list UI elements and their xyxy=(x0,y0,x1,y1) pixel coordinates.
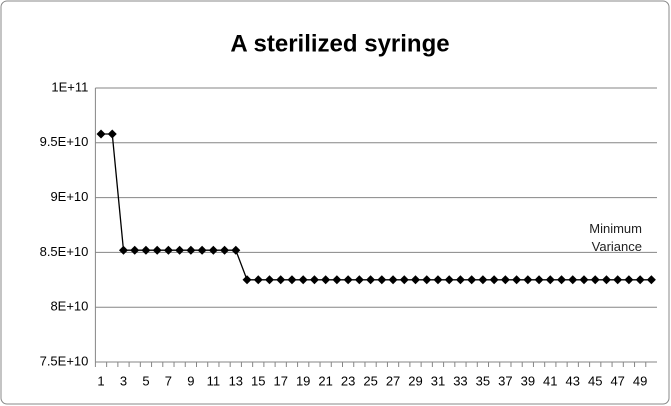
marker xyxy=(242,275,252,285)
x-tick-label: 37 xyxy=(498,373,512,388)
x-tick-label: 49 xyxy=(633,373,647,388)
x-tick-label: 27 xyxy=(386,373,400,388)
marker xyxy=(545,275,555,285)
x-tick-label: 39 xyxy=(521,373,535,388)
annotation: Minimum Variance xyxy=(589,221,642,254)
marker xyxy=(332,275,342,285)
x-tick-label: 7 xyxy=(165,373,172,388)
marker xyxy=(534,275,544,285)
x-tick-label: 21 xyxy=(318,373,332,388)
marker xyxy=(422,275,432,285)
x-tick-label: 25 xyxy=(363,373,377,388)
x-tick-label: 17 xyxy=(273,373,287,388)
marker xyxy=(163,245,173,255)
marker xyxy=(321,275,331,285)
y-tick-label: 8.5E+10 xyxy=(40,244,89,259)
x-tick-label: 13 xyxy=(229,373,243,388)
x-tick-label: 35 xyxy=(476,373,490,388)
marker xyxy=(298,275,308,285)
x-tick-label: 9 xyxy=(187,373,194,388)
marker xyxy=(343,275,353,285)
x-tick-label: 23 xyxy=(341,373,355,388)
marker xyxy=(512,275,522,285)
y-tick-label: 9E+10 xyxy=(50,189,88,204)
marker xyxy=(287,275,297,285)
x-tick-label: 3 xyxy=(120,373,127,388)
y-tick-label: 1E+11 xyxy=(51,79,88,94)
x-tick-label: 43 xyxy=(566,373,580,388)
marker xyxy=(264,275,274,285)
x-tick-label: 1 xyxy=(97,373,104,388)
marker xyxy=(579,275,589,285)
marker xyxy=(96,129,106,139)
marker xyxy=(557,275,567,285)
marker xyxy=(366,275,376,285)
x-tick-label: 41 xyxy=(543,373,557,388)
chart-title: A sterilized syringe xyxy=(230,30,449,57)
marker xyxy=(220,245,230,255)
marker xyxy=(130,245,140,255)
marker xyxy=(377,275,387,285)
marker xyxy=(590,275,600,285)
x-tick-label: 19 xyxy=(296,373,310,388)
marker xyxy=(433,275,443,285)
marker xyxy=(635,275,645,285)
marker xyxy=(455,275,465,285)
marker xyxy=(601,275,611,285)
marker xyxy=(186,245,196,255)
marker xyxy=(568,275,578,285)
marker xyxy=(276,275,286,285)
marker xyxy=(309,275,319,285)
marker xyxy=(613,275,623,285)
x-tick-label: 11 xyxy=(207,373,221,388)
x-tick-label: 15 xyxy=(251,373,265,388)
y-tick-label: 9.5E+10 xyxy=(40,134,89,149)
x-tick-label: 31 xyxy=(431,373,445,388)
marker xyxy=(646,275,656,285)
marker xyxy=(354,275,364,285)
x-tick-label: 29 xyxy=(408,373,422,388)
marker xyxy=(489,275,499,285)
y-tick-label: 7.5E+10 xyxy=(40,353,89,368)
marker xyxy=(253,275,263,285)
marker xyxy=(118,245,128,255)
marker xyxy=(523,275,533,285)
marker xyxy=(467,275,477,285)
marker xyxy=(478,275,488,285)
marker xyxy=(141,245,151,255)
x-tick-label: 33 xyxy=(453,373,467,388)
marker xyxy=(500,275,510,285)
marker xyxy=(197,245,207,255)
marker xyxy=(152,245,162,255)
y-tick-label: 8E+10 xyxy=(50,299,88,314)
x-tick-label: 47 xyxy=(610,373,624,388)
x-tick-label: 5 xyxy=(142,373,149,388)
marker xyxy=(444,275,454,285)
marker xyxy=(399,275,409,285)
marker xyxy=(411,275,421,285)
marker xyxy=(624,275,634,285)
marker xyxy=(107,129,117,139)
marker xyxy=(388,275,398,285)
marker xyxy=(208,245,218,255)
marker xyxy=(175,245,185,255)
x-tick-label: 45 xyxy=(588,373,602,388)
marker xyxy=(231,245,241,255)
